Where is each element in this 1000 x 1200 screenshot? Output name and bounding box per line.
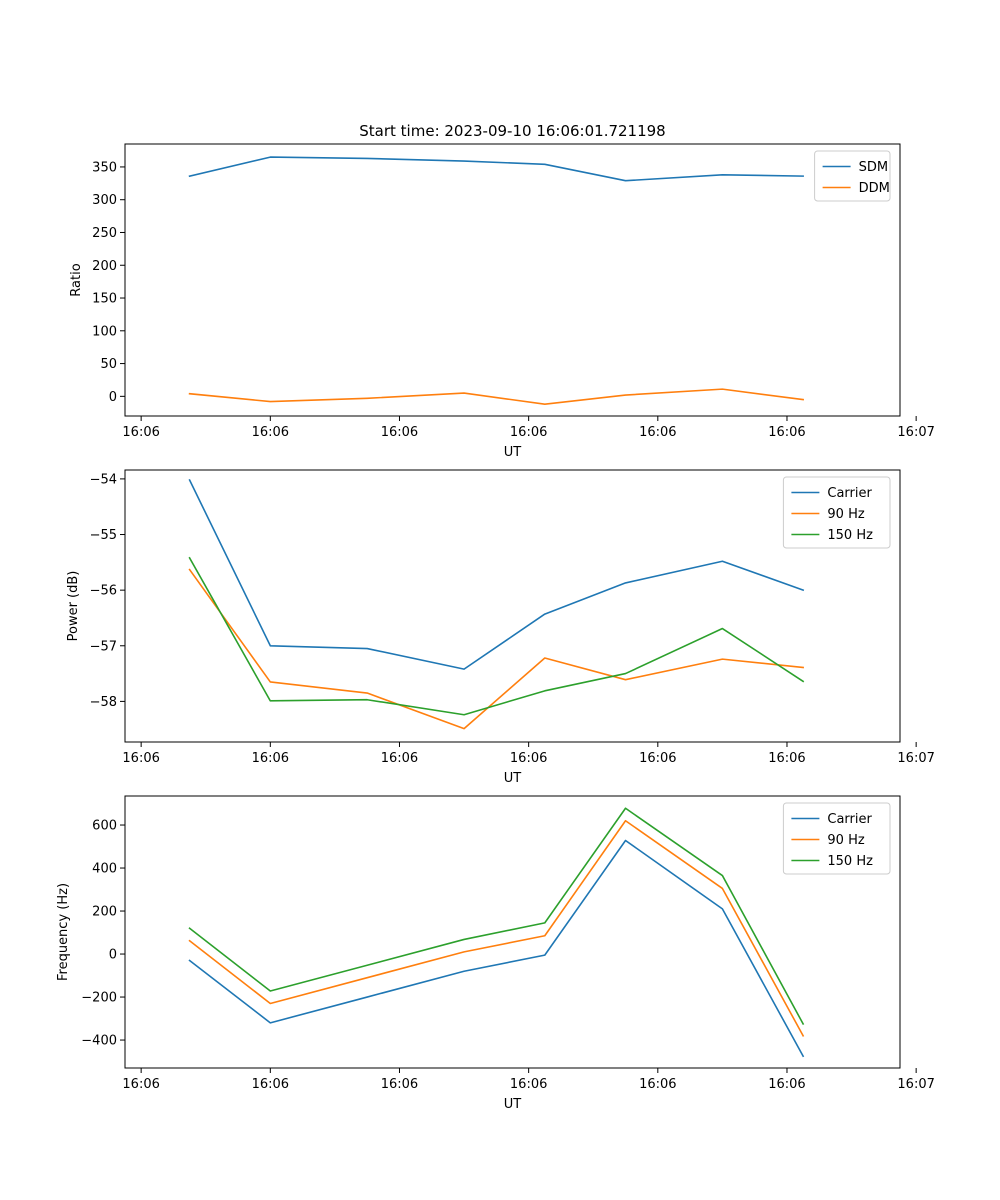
ratio-legend-box	[814, 150, 891, 202]
ratio-y-tick-label: 50	[100, 357, 117, 372]
frequency-y-axis-label: Frequency (Hz)	[56, 883, 71, 981]
frequency-legend-label-0: Carrier	[827, 812, 872, 827]
frequency-y-tick-label: 200	[92, 905, 117, 920]
ratio-x-tick-label: 16:06	[252, 425, 289, 440]
ratio-y-tick-label: 0	[109, 390, 117, 405]
frequency-y-tick-label: 400	[92, 862, 117, 877]
power-legend: Carrier 90 Hz 150 Hz	[782, 476, 891, 549]
power-y-ticks: −58 −57 −56 −55 −54	[90, 472, 125, 710]
frequency-x-tick-label: 16:06	[381, 1077, 418, 1092]
frequency-legend-box	[782, 802, 891, 875]
ratio-y-tick-label: 300	[92, 193, 117, 208]
ratio-legend-label-0: SDM	[859, 160, 888, 175]
ratio-x-tick-label: 16:06	[122, 425, 159, 440]
ratio-x-tick-label: 16:06	[639, 425, 676, 440]
power-x-tick-label: 16:06	[639, 751, 676, 766]
power-x-tick-label: 16:06	[252, 751, 289, 766]
ratio-series-line-1	[188, 388, 805, 406]
frequency-series-line-2	[188, 807, 805, 1026]
frequency-plot-frame	[124, 795, 901, 1069]
power-y-tick-label: −56	[90, 584, 117, 599]
chart-title: Start time: 2023-09-10 16:06:01.721198	[359, 122, 665, 140]
power-series-line-0	[188, 478, 805, 670]
frequency-y-tick-label: 0	[109, 948, 117, 963]
frequency-legend: Carrier 90 Hz 150 Hz	[782, 802, 891, 875]
frequency-x-tick-label: 16:06	[252, 1077, 289, 1092]
frequency-y-tick-label: −200	[81, 991, 117, 1006]
power-y-tick-label: −54	[90, 472, 117, 487]
frequency-x-tick-label: 16:06	[768, 1077, 805, 1092]
power-x-tick-label: 16:06	[122, 751, 159, 766]
frequency-y-tick-label: 600	[92, 819, 117, 834]
ratio-legend: SDM DDM	[814, 150, 891, 202]
power-y-tick-label: −58	[90, 695, 117, 710]
ratio-legend-label-1: DDM	[859, 181, 890, 196]
power-series-line-2	[188, 556, 805, 716]
frequency-x-ticks: 16:06 16:06 16:06 16:06 16:06 16:06 16:07	[122, 1068, 935, 1092]
power-y-axis-label: Power (dB)	[66, 571, 81, 642]
ratio-y-ticks: 0 50 100 150 200 250 300 350	[92, 160, 125, 405]
ratio-x-tick-label: 16:06	[510, 425, 547, 440]
frequency-x-tick-label: 16:06	[122, 1077, 159, 1092]
power-legend-label-1: 90 Hz	[827, 507, 864, 522]
frequency-y-ticks: −400 −200 0 200 400 600	[81, 819, 125, 1049]
frequency-legend-label-1: 90 Hz	[827, 833, 864, 848]
frequency-legend-label-2: 150 Hz	[827, 854, 873, 869]
frequency-series-line-0	[188, 839, 805, 1058]
power-subplot: 16:06 16:06 16:06 16:06 16:06 16:06 16:07 −58−…	[66, 469, 935, 786]
power-plot-frame	[124, 469, 901, 743]
ratio-x-axis-label: UT	[504, 445, 522, 460]
frequency-series-layer	[188, 807, 805, 1058]
ratio-x-tick-label: 16:06	[381, 425, 418, 440]
power-x-tick-label: 16:06	[510, 751, 547, 766]
power-y-tick-label: −57	[90, 639, 117, 654]
power-legend-label-0: Carrier	[827, 486, 872, 501]
ratio-y-axis-label: Ratio	[69, 263, 84, 296]
power-x-tick-label: 16:07	[897, 751, 934, 766]
frequency-x-axis-label: UT	[504, 1097, 522, 1112]
frequency-x-tick-label: 16:07	[897, 1077, 934, 1092]
frequency-series-line-1	[188, 819, 805, 1037]
frequency-x-tick-label: 16:06	[510, 1077, 547, 1092]
power-x-axis-label: UT	[504, 771, 522, 786]
power-series-layer	[188, 478, 805, 730]
frequency-y-tick-label: −400	[81, 1034, 117, 1049]
power-x-tick-label: 16:06	[768, 751, 805, 766]
frequency-subplot: 16:06 16:06 16:06 16:06 16:06 16:06 16:07 −400…	[56, 795, 935, 1112]
power-x-ticks: 16:06 16:06 16:06 16:06 16:06 16:06 16:07	[122, 742, 935, 766]
ratio-y-tick-label: 250	[92, 226, 117, 241]
ratio-y-tick-label: 100	[92, 324, 117, 339]
ratio-y-tick-label: 150	[92, 292, 117, 307]
power-legend-label-2: 150 Hz	[827, 528, 873, 543]
ratio-plot-frame	[124, 143, 901, 417]
ratio-x-tick-label: 16:07	[897, 425, 934, 440]
ratio-subplot: Start time: 2023-09-10 16:06:01.721198 1…	[69, 122, 935, 460]
ratio-x-tick-label: 16:06	[768, 425, 805, 440]
power-x-tick-label: 16:06	[381, 751, 418, 766]
ratio-series-line-0	[188, 156, 804, 182]
ratio-y-tick-label: 350	[92, 160, 117, 175]
power-series-line-1	[188, 568, 805, 730]
frequency-x-tick-label: 16:06	[639, 1077, 676, 1092]
power-legend-box	[782, 476, 891, 549]
ratio-x-ticks: 16:06 16:06 16:06 16:06 16:06 16:06 16:07	[122, 416, 935, 440]
power-y-tick-label: −55	[90, 528, 117, 543]
ratio-y-tick-label: 200	[92, 259, 117, 274]
ratio-series-layer	[188, 156, 805, 406]
